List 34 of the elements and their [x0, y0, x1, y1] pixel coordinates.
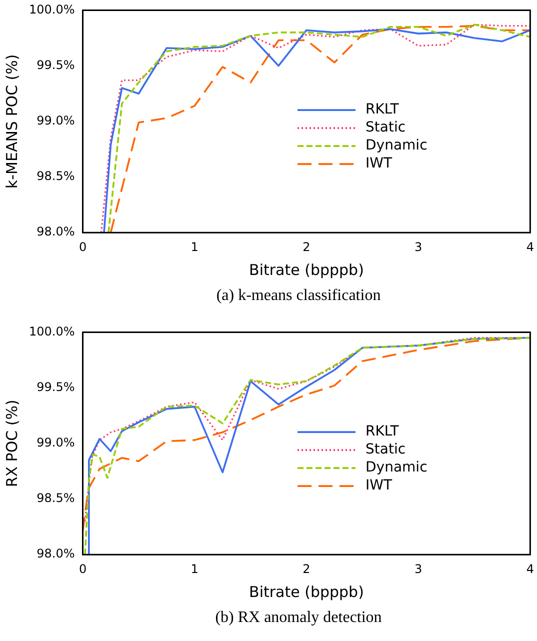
y-tick-label: 98.5%: [36, 169, 75, 184]
x-axis-title: Bitrate (bpppb): [249, 582, 364, 601]
y-axis-title: k-MEANS POC (%): [2, 54, 21, 189]
legend-label: Static: [366, 442, 406, 458]
y-tick-label: 99.0%: [36, 436, 75, 450]
legend-label: IWT: [366, 478, 392, 494]
y-axis-title: RX POC (%): [2, 400, 21, 488]
text: (a) k-means classification: [215, 286, 382, 306]
x-tick-label: 3: [414, 240, 422, 254]
y-tick-label: 99.0%: [36, 114, 75, 128]
y-tick-label: 98.0%: [36, 224, 75, 239]
x-tick-label: 3: [414, 562, 422, 576]
x-axis-title: Bitrate (bpppb): [249, 260, 364, 279]
y-tick-label: 99.5%: [36, 380, 75, 394]
legend-label: Dynamic: [366, 138, 428, 154]
y-tick-label: 99.5%: [36, 58, 75, 72]
x-tick-label: 2: [302, 240, 310, 254]
legend-label: IWT: [366, 156, 392, 172]
x-tick-label: 0: [78, 562, 87, 576]
legend-label: RKLT: [366, 424, 400, 440]
x-tick-label: 0: [78, 240, 87, 254]
x-tick-label: 2: [302, 562, 310, 576]
y-tick-label: 98.5%: [36, 491, 75, 506]
x-tick-label: 1: [190, 562, 198, 576]
x-tick-label: 1: [190, 240, 198, 254]
y-tick-label: 100.0%: [28, 324, 75, 338]
legend-label: RKLT: [366, 102, 400, 118]
y-tick-label: 100.0%: [28, 2, 75, 16]
x-tick-label: 4: [526, 240, 534, 254]
y-tick-label: 98.0%: [36, 546, 75, 561]
legend-label: Dynamic: [366, 460, 428, 476]
text: (b) RX anomaly detection: [214, 608, 383, 628]
x-tick-label: 4: [526, 562, 534, 576]
legend-label: Static: [366, 120, 406, 136]
